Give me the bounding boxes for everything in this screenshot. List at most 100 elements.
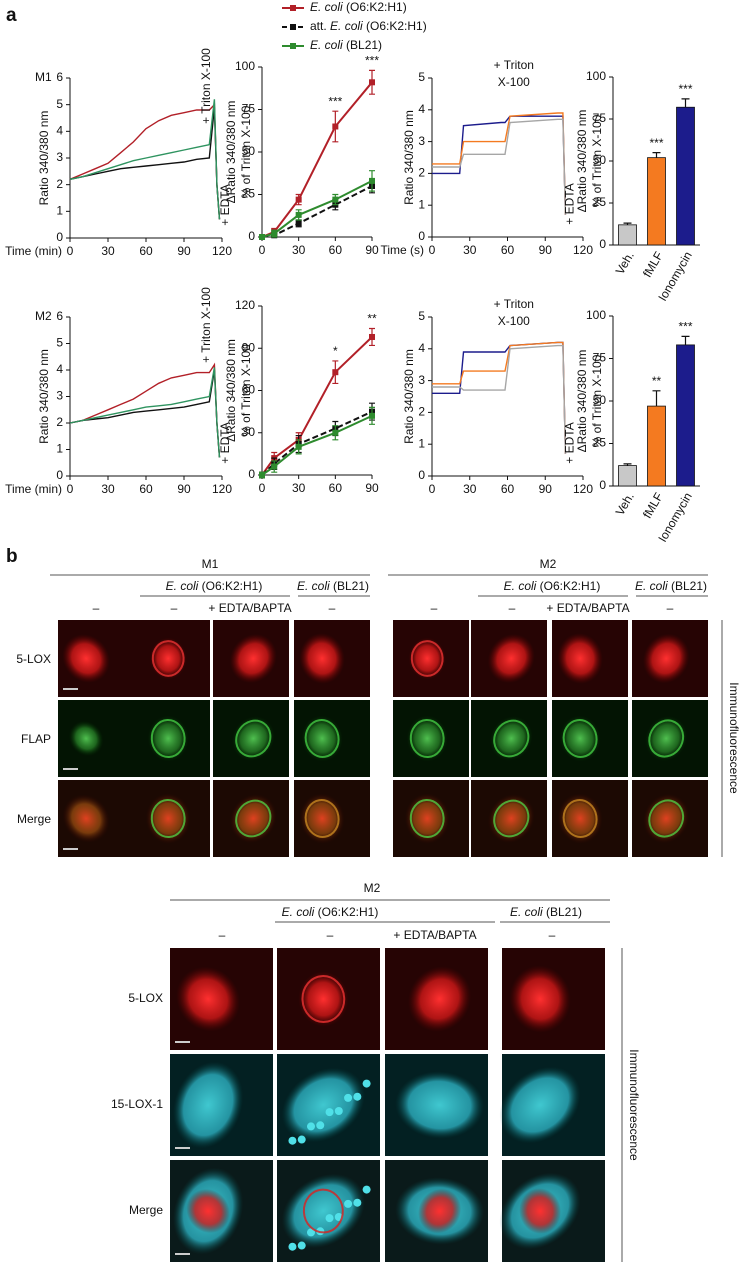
- micrograph: [499, 1160, 605, 1262]
- y-tick-label: 1: [418, 197, 425, 211]
- micrograph: [134, 780, 210, 857]
- y-axis-label: ΔRatio 340/380 nm: [575, 350, 589, 453]
- micrograph: [58, 780, 134, 857]
- error-bar: [652, 390, 661, 407]
- y-tick-label: 50: [593, 393, 607, 407]
- micrograph: [502, 948, 605, 1050]
- cell-membrane: [409, 719, 445, 758]
- y-tick-label: 0: [56, 468, 63, 482]
- annotation: + EDTA: [218, 184, 232, 225]
- data-line: [69, 107, 221, 220]
- data-point: [259, 234, 265, 240]
- cell-membrane: [493, 719, 530, 758]
- y-axis-label: Ratio 340/380 nm: [37, 349, 51, 444]
- condition-label: –: [327, 928, 334, 942]
- legend-marker: [290, 5, 296, 11]
- x-tick-label: 120: [573, 482, 593, 496]
- x-tick-label: 90: [365, 481, 379, 495]
- cell-membrane: [302, 1188, 344, 1234]
- granule: [297, 1135, 306, 1144]
- cell-membrane: [493, 799, 530, 838]
- y-tick-label: 1: [418, 436, 425, 450]
- micrograph: [170, 1054, 273, 1156]
- data-line: [261, 180, 373, 238]
- data-line: [69, 99, 221, 220]
- cell-label: M1: [35, 70, 52, 84]
- y-tick-label: 25: [242, 187, 256, 201]
- y-tick-label: 3: [56, 389, 63, 403]
- micrograph: [170, 1160, 273, 1262]
- data-line: [69, 367, 221, 458]
- cell-body: [281, 1067, 365, 1143]
- micrograph: [552, 780, 628, 857]
- significance: ***: [649, 136, 663, 150]
- cell: [62, 794, 110, 843]
- cell: [559, 715, 601, 762]
- strain-label: E. coli (BL21): [297, 579, 369, 593]
- y-tick-label: 120: [235, 298, 255, 312]
- data-point: [369, 412, 375, 419]
- granule: [288, 1242, 297, 1251]
- bar: [647, 157, 666, 246]
- y-tick-label: 0: [599, 237, 606, 251]
- bar: [647, 405, 666, 487]
- annotation: X-100: [498, 314, 530, 328]
- legend-marker: [290, 43, 296, 49]
- x-tick-label: 60: [139, 244, 153, 258]
- micrograph: [471, 780, 547, 857]
- y-tick-label: 1: [56, 204, 63, 218]
- row-label: FLAP: [21, 732, 51, 746]
- strain-label: E. coli (O6:K2:H1): [282, 905, 379, 919]
- micrograph: [170, 948, 273, 1050]
- data-line: [261, 336, 373, 476]
- cell-membrane: [562, 719, 598, 758]
- cell: [68, 720, 104, 757]
- row-label: 5-LOX: [16, 652, 51, 666]
- y-tick-label: 4: [56, 124, 63, 138]
- y-tick-label: 50: [242, 144, 256, 158]
- data-point: [295, 443, 302, 450]
- legend-label: E. coli (O6:K2:H1): [310, 0, 407, 14]
- strain-label: E. coli (O6:K2:H1): [504, 579, 601, 593]
- x-tick-label: fMLF: [640, 490, 666, 521]
- x-tick-label: 90: [177, 482, 191, 496]
- micrograph: [552, 700, 628, 777]
- data-line: [69, 369, 221, 458]
- annotation: + EDTA: [218, 422, 232, 463]
- significance: **: [652, 374, 662, 388]
- x-tick-label: 0: [429, 243, 436, 257]
- cell: [642, 633, 690, 684]
- y-tick-label: 100: [586, 69, 606, 83]
- granule: [306, 1228, 315, 1237]
- condition-label: –: [667, 601, 674, 615]
- condition-label: + EDTA/BAPTA: [393, 928, 476, 942]
- cell: [519, 1188, 562, 1234]
- micrograph: [552, 620, 628, 697]
- cell: [487, 633, 535, 684]
- cell-body: [173, 1061, 244, 1149]
- cell-membrane: [410, 640, 444, 677]
- y-tick-label: 2: [418, 166, 425, 180]
- cell: [489, 716, 533, 761]
- legend-label: att. E. coli (O6:K2:H1): [310, 19, 427, 33]
- x-tick-label: 0: [67, 482, 74, 496]
- bar: [618, 465, 637, 487]
- condition-label: –: [171, 601, 178, 615]
- legend-marker: [290, 24, 296, 30]
- group-title: M1: [202, 557, 219, 571]
- cell: [509, 965, 571, 1033]
- micrograph: [213, 780, 289, 857]
- annotation: X-100: [498, 75, 530, 89]
- x-tick-label: 0: [259, 481, 266, 495]
- cell: [408, 637, 446, 680]
- data-point: [295, 196, 302, 203]
- micrograph: [134, 620, 210, 697]
- micrograph: [393, 700, 469, 777]
- cell-body: [281, 1173, 365, 1249]
- error-bar: [681, 98, 690, 108]
- data-point: [271, 463, 278, 470]
- granule: [362, 1185, 371, 1194]
- significance: ***: [328, 94, 342, 108]
- data-line: [432, 344, 567, 454]
- cell: [229, 633, 277, 684]
